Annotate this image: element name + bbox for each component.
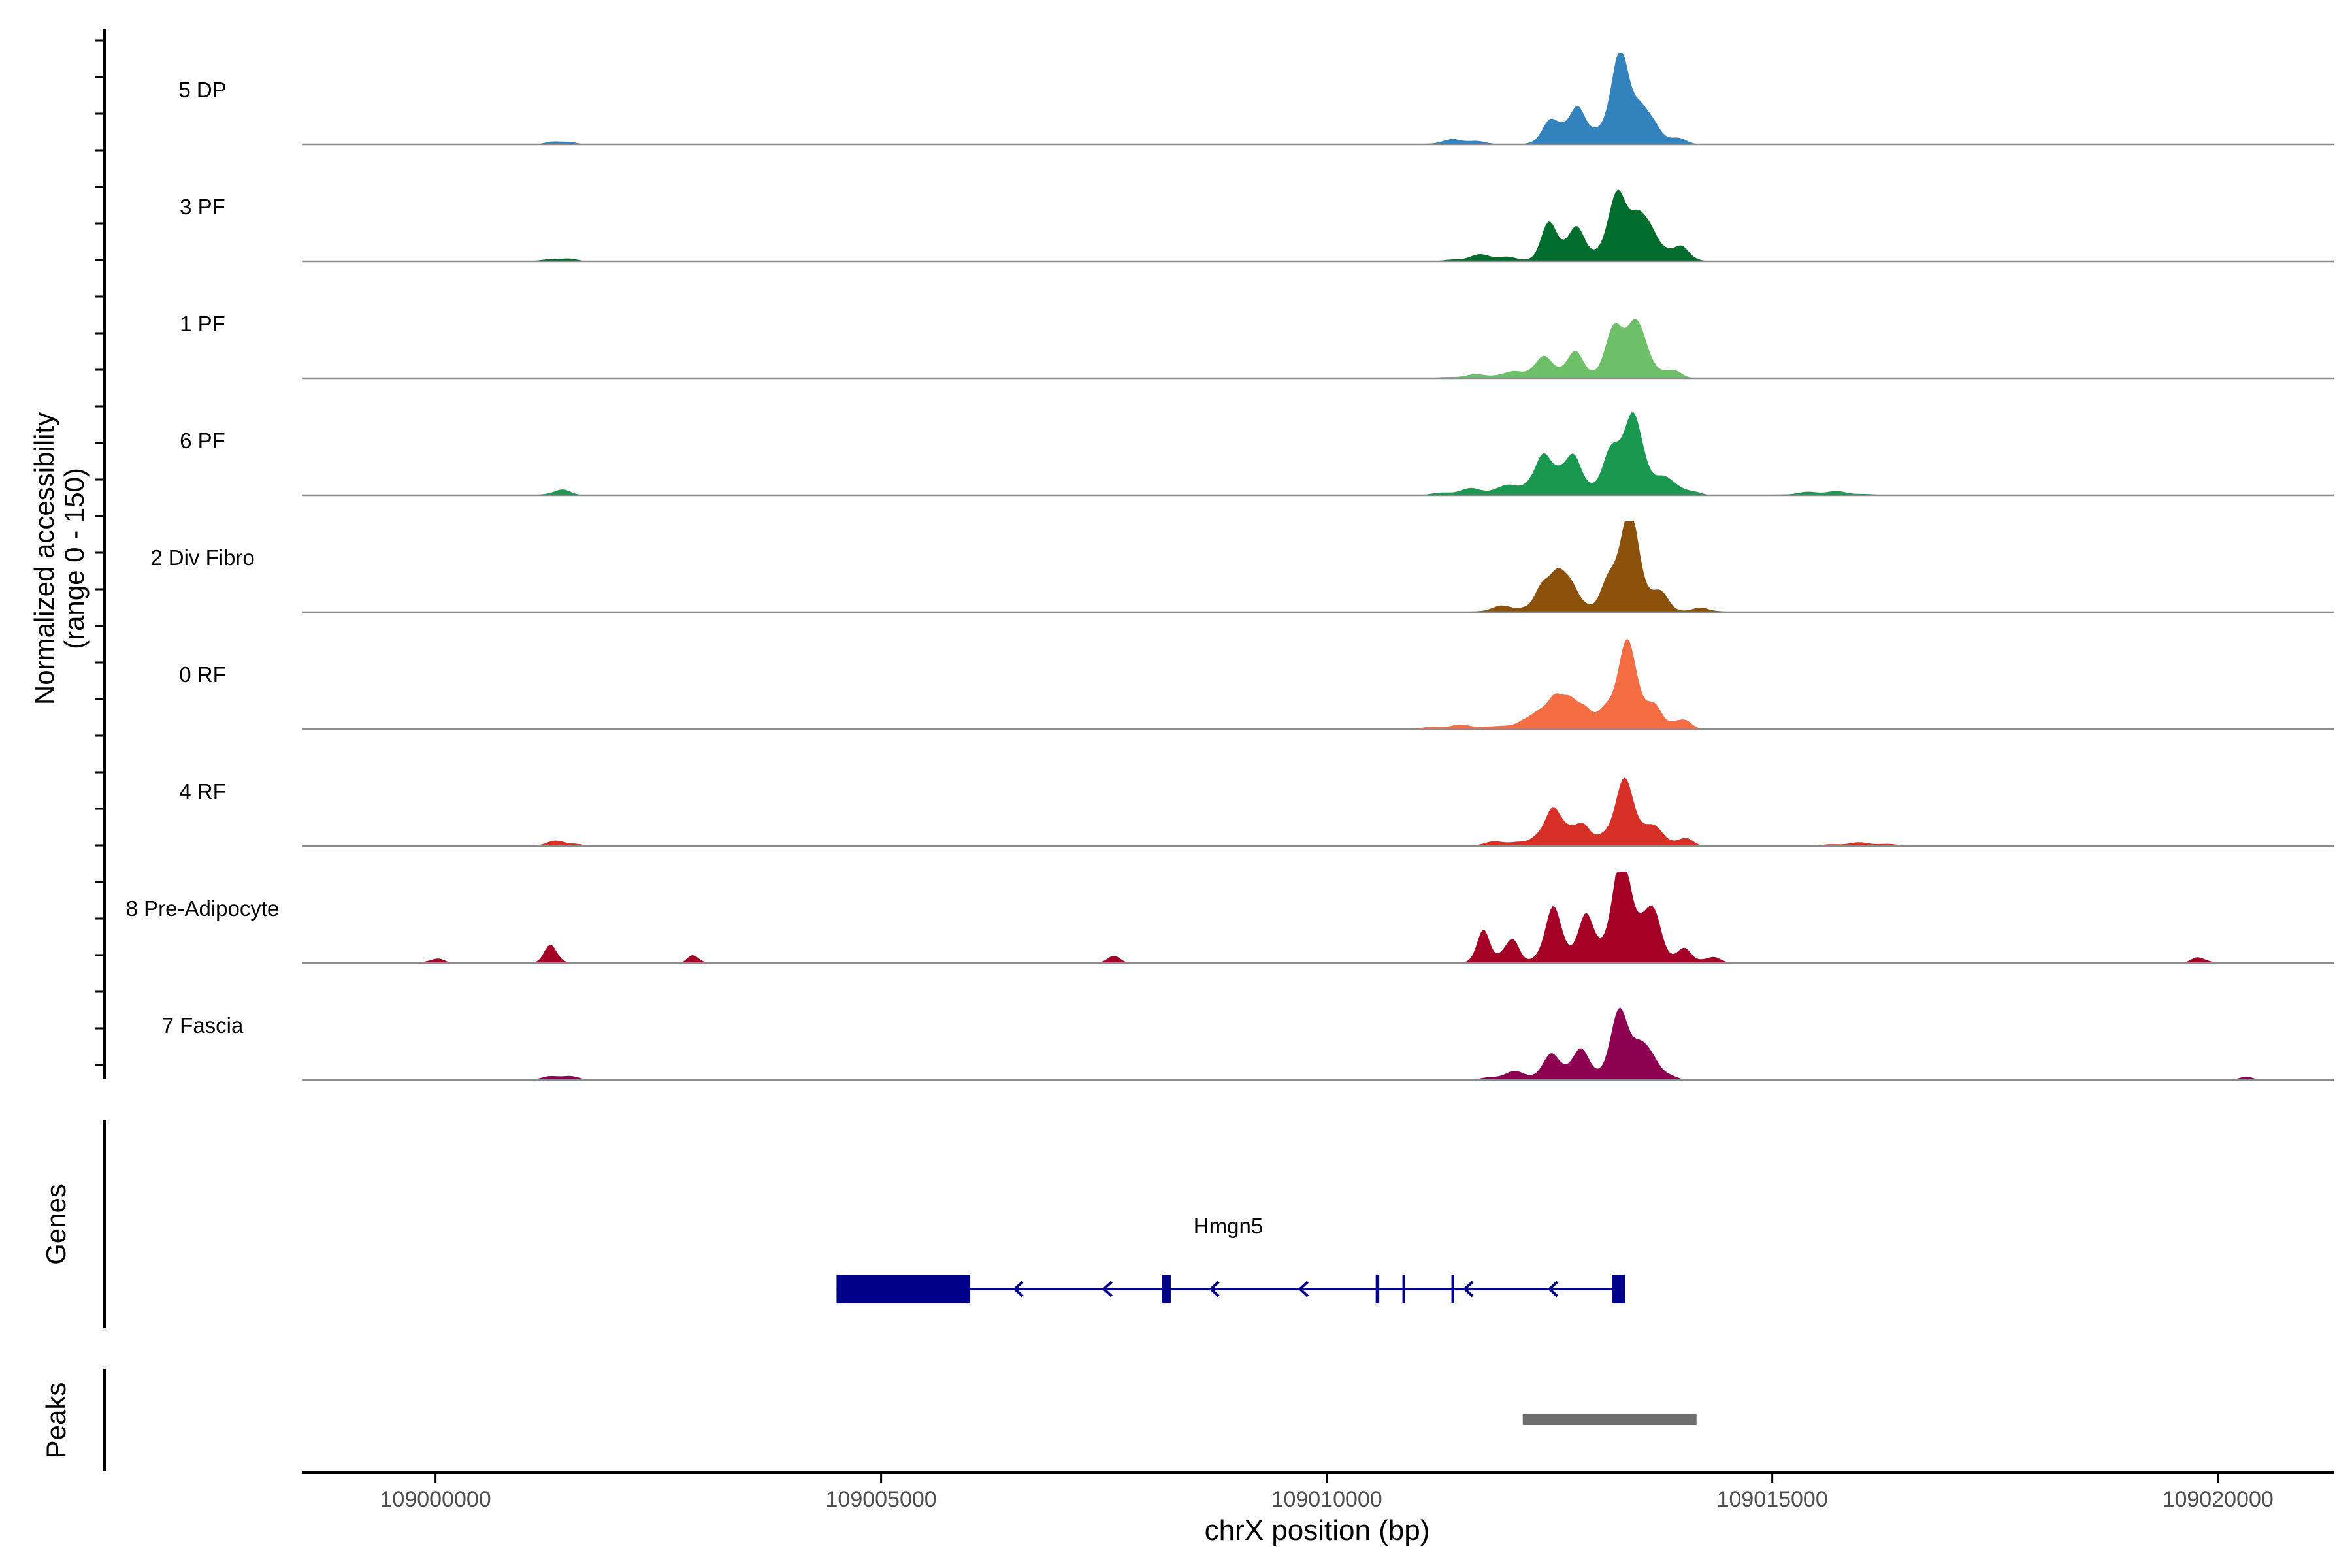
- coverage-panel: Normalized accessibility (range 0 - 150)…: [29, 29, 2334, 1081]
- coverage-track: 6 PF: [180, 412, 2334, 497]
- x-tick-label: 109010000: [1271, 1487, 1382, 1512]
- track-label: 5 DP: [178, 78, 226, 102]
- track-label: 7 Fascia: [162, 1013, 244, 1037]
- coverage-area: [302, 319, 2334, 378]
- coverage-area: [302, 412, 2334, 495]
- strand-arrow: [1209, 1281, 1220, 1298]
- peaks-panel: Peaks: [41, 1369, 1697, 1471]
- coverage-track: 2 Div Fibro: [150, 521, 2334, 613]
- genes-panel: Genes Hmgn5: [41, 1120, 1625, 1328]
- coverage-ylabel-range: (range 0 - 150): [59, 468, 90, 649]
- strand-arrow: [1013, 1281, 1024, 1298]
- coverage-area: [302, 521, 2334, 612]
- coverage-track: 4 RF: [179, 777, 2334, 847]
- coverage-area: [302, 189, 2334, 261]
- coverage-area: [302, 638, 2334, 729]
- x-tick-label: 109015000: [1717, 1487, 1828, 1512]
- gene-model: [836, 1275, 1625, 1303]
- gene-name-label: Hmgn5: [1194, 1214, 1263, 1238]
- peaks-ylabel: Peaks: [41, 1382, 71, 1459]
- coverage-tracks: 5 DP 3 PF 1 PF 6 PF 2 Div Fibro 0 RF 4 RF 8 Pre…: [126, 53, 2334, 1081]
- coverage-area: [302, 777, 2334, 846]
- x-axis: 109000000 109005000 109010000 109015000 1090…: [302, 1471, 2334, 1546]
- x-tick-label: 109005000: [826, 1487, 937, 1512]
- coverage-track: 1 PF: [180, 312, 2334, 380]
- coverage-track: 7 Fascia: [162, 1007, 2334, 1081]
- coverage-area: [302, 872, 2334, 963]
- strand-arrow: [1463, 1281, 1474, 1298]
- track-label: 2 Div Fibro: [150, 546, 255, 570]
- track-label: 3 PF: [180, 195, 225, 219]
- gene-exon: [1375, 1275, 1380, 1303]
- gene-exon: [1402, 1275, 1405, 1303]
- coverage-track: 8 Pre-Adipocyte: [126, 872, 2334, 964]
- strand-arrow: [1298, 1281, 1309, 1298]
- coverage-area: [302, 53, 2334, 144]
- peak-regions: [1522, 1414, 1697, 1425]
- track-label: 4 RF: [179, 779, 226, 804]
- track-label: 0 RF: [179, 662, 226, 687]
- strand-arrow: [1547, 1281, 1559, 1298]
- track-label: 6 PF: [180, 429, 225, 453]
- peak-region: [1522, 1414, 1697, 1425]
- x-tick-label: 109000000: [380, 1487, 491, 1512]
- x-axis-ticks: 109000000 109005000 109010000 109015000 1090…: [380, 1473, 2274, 1512]
- gene-exon: [1612, 1275, 1625, 1303]
- gene-exon: [836, 1275, 971, 1303]
- coverage-area: [302, 1007, 2334, 1080]
- x-tick-label: 109020000: [2163, 1487, 2274, 1512]
- gene-exon: [1451, 1275, 1454, 1303]
- coverage-track: 5 DP: [178, 53, 2334, 146]
- coverage-axis-ticks: [95, 39, 105, 1066]
- track-label: 8 Pre-Adipocyte: [126, 896, 280, 921]
- genes-ylabel: Genes: [41, 1184, 71, 1265]
- coverage-track: 0 RF: [179, 638, 2334, 730]
- track-label: 1 PF: [180, 312, 225, 336]
- strand-arrow: [1102, 1281, 1113, 1298]
- coverage-track: 3 PF: [180, 189, 2334, 263]
- gene-exon: [1162, 1275, 1171, 1303]
- x-axis-label: chrX position (bp): [1205, 1514, 1430, 1546]
- coverage-ylabel: Normalized accessibility: [29, 412, 59, 705]
